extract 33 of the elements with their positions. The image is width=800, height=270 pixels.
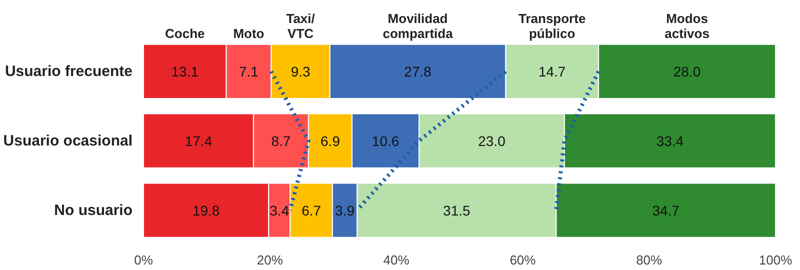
- data-label: 33.4: [656, 132, 684, 149]
- data-label: 23.0: [478, 132, 506, 149]
- data-label: 3.9: [335, 202, 355, 218]
- series-label: Transporte público: [518, 10, 586, 41]
- data-label: 17.4: [184, 132, 212, 149]
- series-label: Taxi/ VTC: [286, 10, 316, 41]
- data-label: 6.9: [320, 132, 340, 149]
- data-label: 9.3: [290, 63, 310, 80]
- x-tick-label: 80%: [636, 252, 663, 268]
- x-tick-label: 0%: [134, 252, 154, 268]
- x-tick-label: 20%: [256, 252, 284, 268]
- data-label: 13.1: [171, 63, 199, 80]
- x-tick-label: 60%: [510, 252, 536, 268]
- data-label: 14.7: [538, 63, 566, 80]
- x-tick-label: 40%: [383, 252, 410, 268]
- data-label: 7.1: [238, 63, 259, 80]
- data-label: 28.0: [673, 63, 701, 80]
- data-label: 6.7: [302, 202, 322, 218]
- data-label: 31.5: [443, 202, 470, 218]
- y-tick-label: Usuario ocasional: [3, 132, 133, 150]
- data-label: 27.8: [404, 63, 432, 80]
- data-label: 19.8: [192, 202, 220, 218]
- y-tick-label: No usuario: [54, 202, 133, 219]
- data-label: 34.7: [652, 202, 680, 218]
- x-tick-label: 100%: [758, 252, 793, 268]
- data-label: 8.7: [271, 132, 291, 149]
- series-label: Modos activos: [664, 10, 710, 41]
- series-label: Moto: [233, 26, 264, 41]
- y-tick-label: Usuario frecuente: [4, 62, 133, 80]
- series-label: Coche: [165, 26, 205, 41]
- data-label: 3.4: [270, 202, 290, 218]
- data-label: 10.6: [372, 132, 400, 149]
- series-label: Movilidad compartida: [382, 10, 454, 41]
